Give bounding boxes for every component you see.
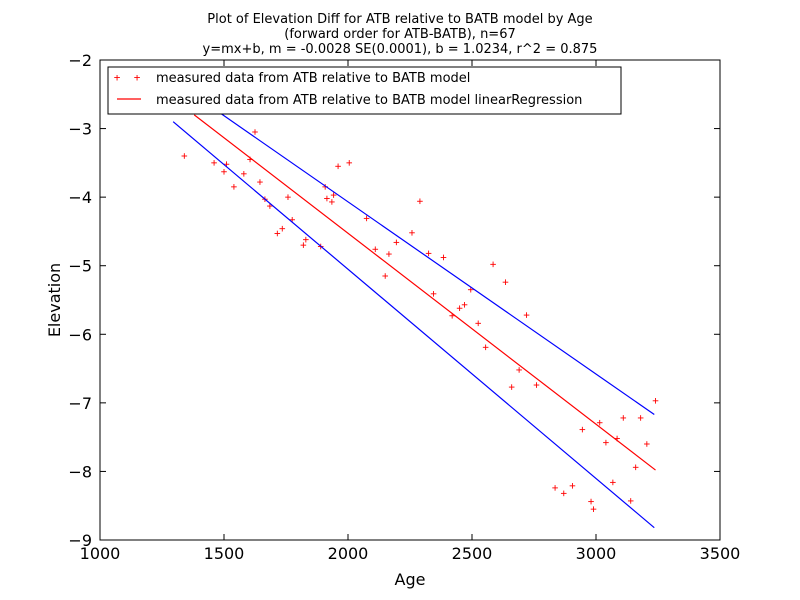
y-tick-label: −8 [68,462,92,481]
data-point [409,230,415,236]
data-point [241,171,247,177]
data-point [644,441,650,447]
data-point [382,273,388,279]
y-tick-label: −7 [68,394,92,413]
data-point [467,286,474,293]
y-axis-label: Elevation [45,263,64,337]
data-point [482,344,489,351]
x-tick-label: 3000 [576,544,617,563]
x-tick-label: 1500 [204,544,245,563]
data-point [257,179,263,185]
data-point [211,160,217,166]
data-point [335,163,341,170]
chart-title-line-2: (forward order for ATB-BATB), n=67 [284,27,516,42]
legend: + + measured data from ATB relative to B… [107,66,622,115]
data-point [461,302,468,308]
y-tick-label: −2 [68,51,92,70]
regression-line [193,114,656,471]
data-point [417,198,423,205]
data-point [516,367,522,373]
legend-entry-regression: measured data from ATB relative to BATB … [156,93,582,108]
x-tick-label: 2000 [328,544,369,563]
x-tick-label: 2500 [452,544,493,563]
data-point [475,320,481,327]
y-tick-label: −5 [68,257,92,276]
x-axis-label: Age [395,570,426,589]
data-point [632,464,639,471]
data-point [346,160,353,166]
legend-marker-plus-2: + [134,71,141,84]
data-point [588,498,594,505]
data-point [523,312,530,318]
data-point [330,192,337,198]
data-point [329,199,335,205]
data-point [386,251,392,257]
confidence-band-line-3 [172,121,655,529]
data-point [603,439,609,446]
legend-entry-scatter: measured data from ATB relative to BATB … [156,71,470,86]
data-point [610,479,616,486]
chart-title-line-1: Plot of Elevation Diff for ATB relative … [207,12,592,27]
data-point [533,382,540,388]
data-point [425,250,432,257]
data-point [430,291,437,297]
data-point [231,184,237,190]
data-point [596,419,603,426]
data-point [637,415,644,421]
legend-box [107,66,622,115]
data-point [440,254,447,261]
data-point [372,246,379,253]
data-point [324,195,330,202]
data-point [393,239,400,246]
data-point [456,305,463,312]
x-tick-label: 1000 [80,544,121,563]
chart-title-line-3: y=mx+b, m = -0.0028 SE(0.0001), b = 1.02… [203,42,598,57]
data-point [181,153,188,159]
x-tick-label: 3500 [700,544,741,563]
data-point [552,485,558,491]
data-point [620,415,627,421]
data-point [279,225,286,232]
data-point [508,384,515,390]
data-point [221,168,227,175]
confidence-band-line-2 [217,110,655,416]
data-point [285,194,291,200]
data-point [300,242,307,248]
data-point [652,398,659,404]
y-tick-label: −4 [68,188,92,207]
y-tick-label: −3 [68,120,92,139]
data-point [627,498,634,504]
axis-ticks: 1000 1500 2000 2500 3000 3500 −9 −8 −7 −6 −5 −4 −3 −2 [68,51,740,563]
data-point [490,261,496,268]
data-point [303,236,309,243]
data-point [569,483,576,489]
legend-marker-plus-1: + [114,71,121,84]
data-point [252,129,258,135]
chart-title: Plot of Elevation Diff for ATB relative … [203,12,598,57]
data-point [274,230,281,237]
y-tick-label: −6 [68,325,92,344]
plot-series [172,110,659,529]
data-point [267,203,273,209]
data-point [560,490,567,497]
plot-area [99,59,721,541]
data-point [363,215,370,222]
y-tick-label: −9 [68,531,92,550]
data-point [579,426,586,433]
data-point [502,279,509,285]
data-point [590,506,597,512]
